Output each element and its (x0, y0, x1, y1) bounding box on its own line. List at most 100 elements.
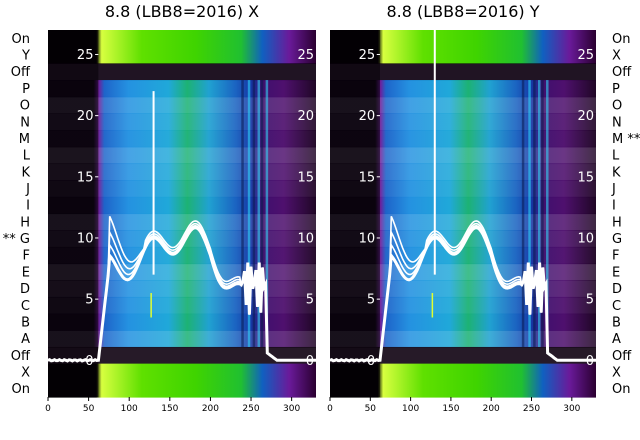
row-label: K (21, 165, 30, 180)
heat-stripe (521, 80, 525, 347)
ytick-label: 5 (367, 293, 375, 308)
row-label: J (25, 182, 30, 197)
xtick-label: 200 (202, 404, 219, 414)
row-label: N (612, 115, 622, 130)
ytick-label: 15 (359, 170, 376, 185)
heat-shadow (330, 30, 380, 397)
heat-row (330, 380, 596, 398)
row-label: On (12, 382, 30, 397)
heat-row (330, 46, 596, 64)
heat-row (330, 30, 596, 48)
row-label: J (611, 182, 616, 197)
row-label: Off (11, 65, 31, 80)
row-label: L (612, 149, 620, 164)
row-label: N (20, 115, 30, 130)
row-label: Y (21, 49, 30, 64)
heat-stripe (533, 80, 536, 347)
xtick-label: 150 (161, 404, 178, 414)
row-label: F (23, 249, 30, 264)
row-label: D (20, 282, 30, 297)
chart-title: 8.8 (LBB8=2016) X (105, 2, 259, 21)
row-label: E (22, 265, 30, 280)
xtick-label: 300 (563, 404, 580, 414)
ytick-label: 0 (367, 354, 375, 369)
row-label: C (21, 299, 30, 314)
heat-row (330, 363, 596, 381)
heat-stripe (257, 80, 261, 347)
row-label: G (612, 232, 622, 247)
row-label: X (612, 365, 621, 380)
row-label: E (612, 265, 620, 280)
row-label: X (612, 49, 621, 64)
ytick-label-right: 15 (297, 170, 314, 185)
heat-stripe (546, 80, 549, 347)
xtick-label: 250 (242, 404, 259, 414)
row-label: L (23, 149, 31, 164)
row-label: On (612, 32, 630, 47)
row-label: On (12, 32, 30, 47)
ytick-label: 20 (77, 109, 94, 124)
row-label: P (22, 82, 30, 97)
ytick-label: 25 (77, 48, 94, 63)
xtick-label: 200 (483, 404, 500, 414)
row-label: Off (612, 349, 632, 364)
heat-stripe (537, 80, 541, 347)
heat-row (48, 63, 316, 81)
heat-stripe (265, 80, 269, 347)
row-label: X (21, 365, 30, 380)
heat-row (48, 30, 316, 48)
row-label: O (20, 99, 30, 114)
row-label: C (612, 299, 621, 314)
row-label: On (612, 382, 630, 397)
heat-stripe (528, 80, 531, 347)
row-label: A (612, 332, 621, 347)
xtick-label: 50 (83, 404, 95, 414)
ytick-label-right: 0 (586, 354, 594, 369)
ytick-label: 15 (77, 170, 94, 185)
ytick-label-right: 10 (577, 231, 594, 246)
xtick-label: 100 (121, 404, 138, 414)
series-line (47, 215, 316, 362)
row-label: M ** (612, 132, 640, 147)
xtick-label: 300 (283, 404, 300, 414)
ytick-label: 10 (77, 231, 94, 246)
ytick-label: 20 (359, 109, 376, 124)
row-label: B (21, 315, 30, 330)
heat-stripe (252, 80, 256, 347)
xtick-label: 100 (402, 404, 419, 414)
ytick-label-right: 15 (577, 170, 594, 185)
heat-row (48, 380, 316, 398)
xtick-label: 250 (523, 404, 540, 414)
row-label: Off (11, 349, 31, 364)
row-label: M (19, 132, 30, 147)
ytick-label-right: 20 (297, 109, 314, 124)
row-label: D (612, 282, 622, 297)
row-label: I (612, 199, 616, 214)
ytick-label-right: 5 (306, 293, 314, 308)
series-line (329, 215, 596, 362)
row-label: O (612, 99, 622, 114)
ytick-label: 0 (85, 354, 93, 369)
chart-title: 8.8 (LBB8=2016) Y (386, 2, 539, 21)
row-label: H (612, 215, 622, 230)
row-label: K (612, 165, 621, 180)
heat-stripe (247, 80, 251, 347)
row-label: F (612, 249, 619, 264)
heat-stripe (260, 80, 264, 347)
row-label: I (26, 199, 30, 214)
ytick-label-right: 25 (577, 48, 594, 63)
heat-row (330, 346, 596, 365)
ytick-label: 10 (359, 231, 376, 246)
ytick-label-right: 0 (306, 354, 314, 369)
heat-row (48, 346, 316, 365)
ytick-label-right: 25 (297, 48, 314, 63)
heat-row (330, 63, 596, 81)
ytick-label-right: 5 (586, 293, 594, 308)
ytick-label: 5 (85, 293, 93, 308)
heat-stripe (241, 80, 244, 347)
row-label: H (20, 215, 30, 230)
heat-row (48, 46, 316, 64)
row-label: A (21, 332, 30, 347)
